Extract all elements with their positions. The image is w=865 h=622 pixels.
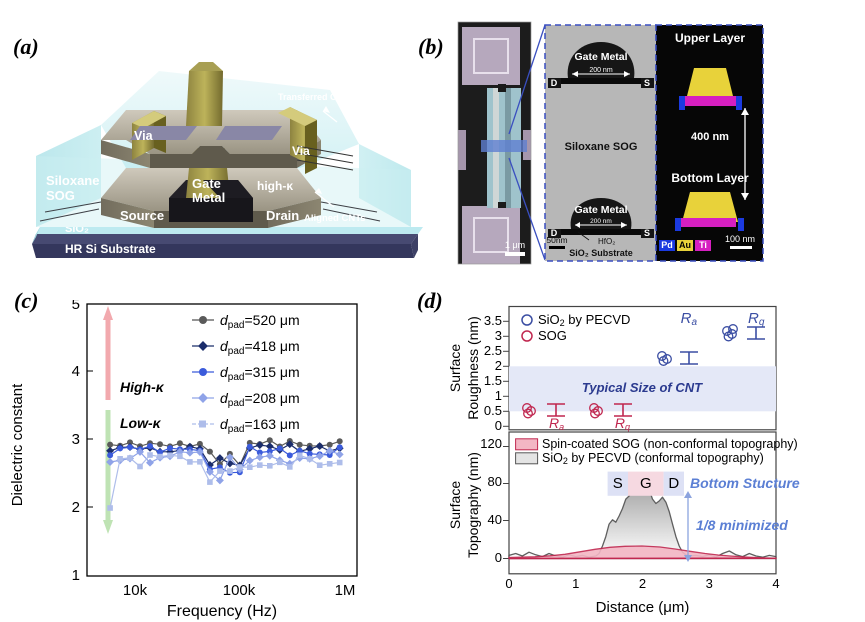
svg-text:2.5: 2.5 xyxy=(484,343,502,358)
svg-text:D: D xyxy=(668,475,679,492)
svg-text:SiO2 by PECVD: SiO2 by PECVD xyxy=(538,312,630,328)
svg-text:40: 40 xyxy=(488,512,502,527)
svg-text:Rq: Rq xyxy=(748,310,765,328)
svg-text:1 μm: 1 μm xyxy=(505,240,525,250)
svg-text:S: S xyxy=(613,475,623,492)
svg-text:HfO₂: HfO₂ xyxy=(598,237,615,246)
svg-text:Siloxane SOG: Siloxane SOG xyxy=(565,141,638,153)
svg-text:Ra: Ra xyxy=(549,415,564,432)
svg-text:80: 80 xyxy=(488,474,502,489)
svg-text:1/8 minimized: 1/8 minimized xyxy=(696,517,788,533)
svg-text:4: 4 xyxy=(772,576,779,591)
svg-text:Rq: Rq xyxy=(615,415,630,432)
svg-text:Typical Size of CNT: Typical Size of CNT xyxy=(582,380,703,395)
svg-text:Pd: Pd xyxy=(661,240,673,250)
svg-text:SOG: SOG xyxy=(538,328,567,343)
svg-text:Bottom Layer: Bottom Layer xyxy=(671,171,749,185)
svg-text:Gate Metal: Gate Metal xyxy=(574,204,627,216)
svg-text:Upper Layer: Upper Layer xyxy=(675,31,745,45)
svg-text:1.5: 1.5 xyxy=(484,373,502,388)
svg-text:Bottom Stucture: Bottom Stucture xyxy=(690,475,800,491)
svg-text:0: 0 xyxy=(505,576,512,591)
svg-text:G: G xyxy=(640,475,652,492)
svg-text:S: S xyxy=(644,228,650,238)
svg-text:Distance (μm): Distance (μm) xyxy=(596,599,690,616)
svg-text:S: S xyxy=(644,78,650,88)
svg-text:Spin-coated SOG (non-conformal: Spin-coated SOG (non-conformal topograph… xyxy=(542,437,798,451)
svg-text:100 nm: 100 nm xyxy=(725,234,755,244)
svg-text:SiO₂ Substrate: SiO₂ Substrate xyxy=(569,248,633,258)
svg-text:200 nm: 200 nm xyxy=(589,67,613,74)
svg-text:1: 1 xyxy=(495,388,502,403)
svg-text:Surface: Surface xyxy=(447,344,463,392)
svg-text:Ti: Ti xyxy=(699,240,707,250)
svg-text:3: 3 xyxy=(495,328,502,343)
svg-text:0.5: 0.5 xyxy=(484,403,502,418)
svg-text:3.5: 3.5 xyxy=(484,313,502,328)
svg-text:2: 2 xyxy=(495,358,502,373)
svg-text:2: 2 xyxy=(639,576,646,591)
svg-text:0: 0 xyxy=(495,418,502,433)
svg-text:Surface: Surface xyxy=(447,481,463,529)
svg-text:3: 3 xyxy=(706,576,713,591)
svg-text:Gate Metal: Gate Metal xyxy=(574,51,627,63)
svg-text:120: 120 xyxy=(480,436,502,451)
svg-text:400 nm: 400 nm xyxy=(691,131,729,143)
svg-text:0: 0 xyxy=(495,550,502,565)
svg-text:Roughness (nm): Roughness (nm) xyxy=(465,316,481,420)
svg-text:D: D xyxy=(551,78,558,88)
svg-text:200 nm: 200 nm xyxy=(590,218,612,225)
svg-text:Au: Au xyxy=(679,240,691,250)
svg-text:Topography (nm): Topography (nm) xyxy=(465,452,481,558)
svg-text:1: 1 xyxy=(572,576,579,591)
svg-text:50nm: 50nm xyxy=(546,235,567,245)
svg-text:Ra: Ra xyxy=(681,310,698,328)
svg-text:SiO2 by PECVD (conformal topog: SiO2 by PECVD (conformal topography) xyxy=(542,451,764,466)
